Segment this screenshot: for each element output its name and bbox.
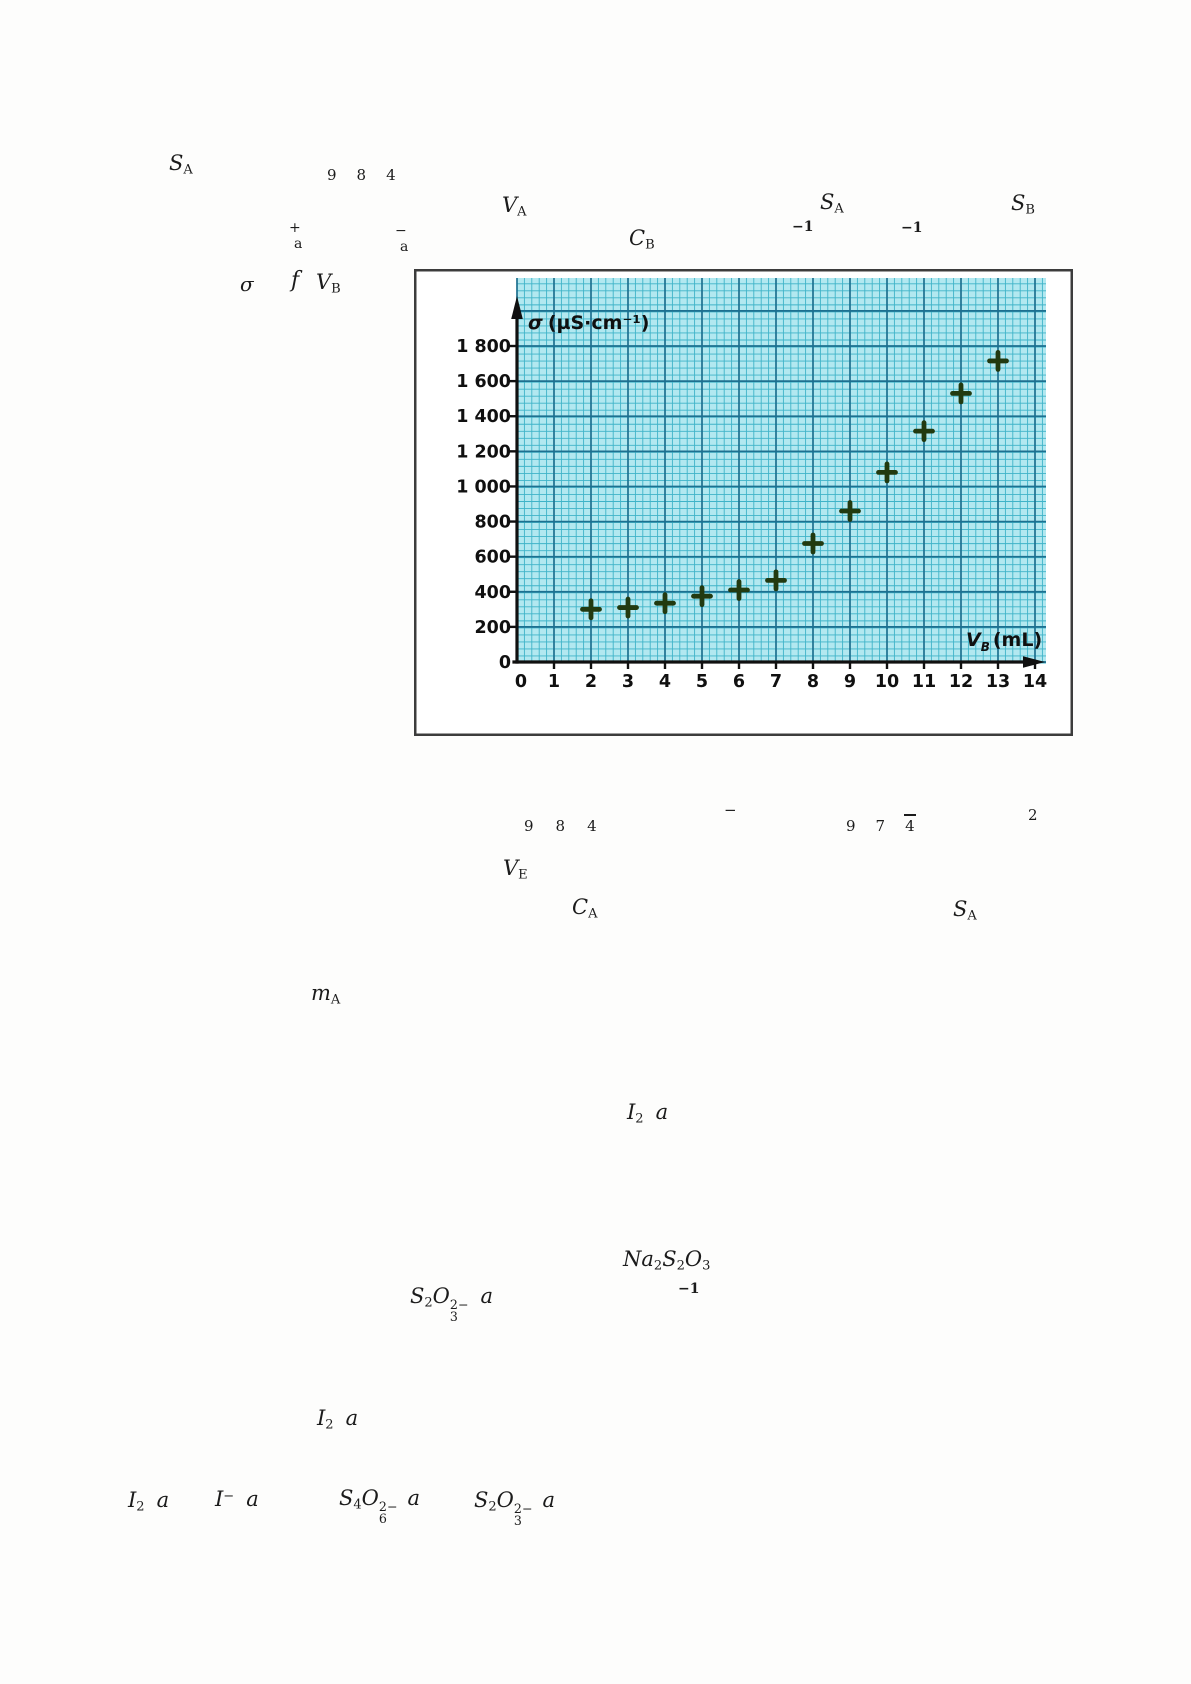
sym-I2aq-3: I2 a xyxy=(128,1488,170,1515)
svg-text:14: 14 xyxy=(1023,672,1047,692)
sym-minus-a: − a xyxy=(395,223,409,256)
svg-text:400: 400 xyxy=(474,583,511,603)
svg-text:4: 4 xyxy=(659,672,671,692)
svg-text:1: 1 xyxy=(548,672,560,692)
data-point-markers xyxy=(580,350,1009,621)
svg-text:0: 0 xyxy=(515,672,527,692)
sym-VB: VB xyxy=(316,270,341,297)
svg-text:13: 13 xyxy=(986,672,1010,692)
sym-VE: VE xyxy=(503,856,528,883)
svg-text:200: 200 xyxy=(474,618,511,638)
sym-VA: VA xyxy=(502,193,527,220)
sym-f: f xyxy=(291,268,300,293)
sym-SA-2: SA xyxy=(820,190,844,217)
svg-text:1 600: 1 600 xyxy=(456,372,511,392)
sym-I2aq-2: I2 a xyxy=(317,1406,359,1433)
sym-mA: mA xyxy=(311,981,341,1008)
svg-text:2: 2 xyxy=(585,672,597,692)
svg-text:800: 800 xyxy=(474,513,511,533)
y-axis-arrow xyxy=(511,296,523,319)
sym-I2aq-1: I2 a xyxy=(627,1100,669,1127)
y-axis-title: σ (µS·cm⁻¹) xyxy=(528,312,649,334)
svg-text:5: 5 xyxy=(696,672,708,692)
major-grid xyxy=(516,278,1046,663)
sym-S2O3-2: S2O 2− 3 a xyxy=(474,1488,555,1528)
sym-Iminus: I− a xyxy=(215,1487,259,1511)
sym-CB: CB xyxy=(629,226,655,253)
minor-grid xyxy=(516,278,1046,664)
svg-text:8: 8 xyxy=(807,672,819,692)
svg-text:1 400: 1 400 xyxy=(456,407,511,427)
sym-exp-3: −1 xyxy=(678,1281,700,1297)
sym-plus-a: + a xyxy=(289,220,303,253)
sym-S4O6: S4O 2− 6 a xyxy=(339,1486,420,1526)
sym-SA-3: SA xyxy=(953,897,977,924)
x-tick-labels: 0 1 2 3 4 5 6 7 8 9 10 11 12 13 14 xyxy=(515,672,1047,692)
svg-text:1 800: 1 800 xyxy=(456,337,511,357)
svg-text:11: 11 xyxy=(912,672,936,692)
svg-text:12: 12 xyxy=(949,672,973,692)
sym-exp-1: −1 xyxy=(792,219,814,235)
sym-exp-2: −1 xyxy=(901,220,923,236)
graph-paper xyxy=(517,278,1046,663)
svg-text:600: 600 xyxy=(474,548,511,568)
sym-SB: SB xyxy=(1011,191,1035,218)
sym-CA: CA xyxy=(572,895,598,922)
axes xyxy=(512,315,1028,664)
svg-text:1 000: 1 000 xyxy=(456,477,511,497)
svg-text:7: 7 xyxy=(770,672,782,692)
tick-marks xyxy=(510,344,1037,669)
sym-SA-1: SA xyxy=(169,151,193,178)
svg-text:0: 0 xyxy=(499,653,511,673)
svg-text:6: 6 xyxy=(733,672,745,692)
svg-text:1 200: 1 200 xyxy=(456,442,511,462)
sym-sigma: σ xyxy=(240,272,254,296)
svg-text:3: 3 xyxy=(622,672,634,692)
conductivity-chart-frame: 0 1 2 3 4 5 6 7 8 9 10 11 12 13 14 0 200 400 600 800 1 000 1 … xyxy=(414,269,1073,736)
svg-text:9: 9 xyxy=(844,672,856,692)
sym-S2O3-1: S2O 2− 3 a xyxy=(410,1284,493,1324)
sym-Na2S2O3: Na2S2O3 xyxy=(623,1247,711,1274)
x-axis-title: VB (mL) xyxy=(966,629,1042,654)
sym-2: 2 xyxy=(1028,806,1038,824)
sym-minus-2: − xyxy=(724,801,737,819)
svg-text:10: 10 xyxy=(875,672,899,692)
y-tick-labels: 0 200 400 600 800 1 000 1 200 1 400 1 600 1 800 xyxy=(456,337,511,673)
